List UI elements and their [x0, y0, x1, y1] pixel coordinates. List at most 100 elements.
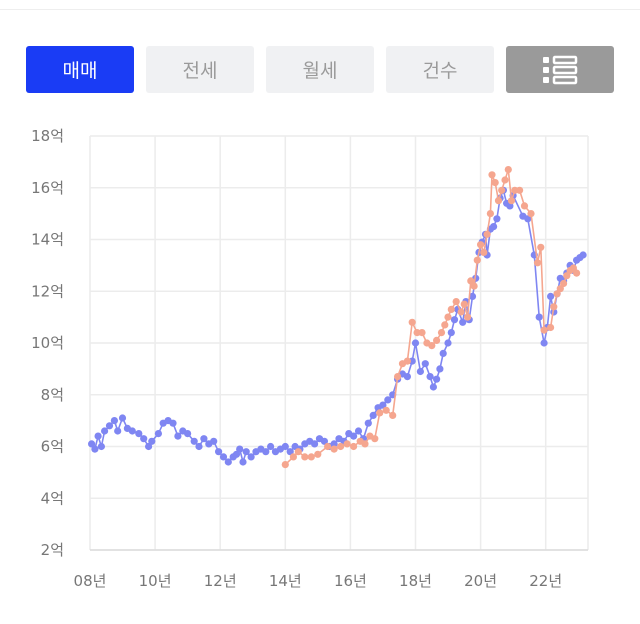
data-point [447, 305, 455, 313]
data-point [371, 435, 379, 443]
y-tick-label: 14억 [31, 231, 64, 249]
tab-transaction-count[interactable]: 건수 [386, 46, 494, 93]
data-point [547, 292, 555, 300]
data-point [480, 248, 488, 256]
y-axis-labels: 2억 4억 6억 8억 10억 12억 14억 16억 18억 [31, 127, 64, 559]
chart-grid [89, 135, 589, 551]
data-point [281, 461, 289, 469]
x-tick-label: 22년 [529, 572, 562, 590]
plot-area [88, 166, 587, 469]
data-point [369, 411, 377, 419]
data-point [547, 323, 555, 332]
data-point [97, 442, 105, 451]
data-point [436, 365, 444, 373]
data-point [494, 197, 503, 205]
data-point [447, 329, 455, 337]
data-point [403, 373, 411, 381]
x-tick-label: 14년 [269, 572, 302, 590]
series-2 [281, 166, 581, 469]
data-point [429, 383, 437, 391]
x-tick-label: 18년 [399, 572, 432, 590]
data-point [433, 336, 441, 344]
data-point [389, 411, 397, 419]
data-point [311, 440, 319, 448]
data-point [473, 256, 481, 264]
data-point [444, 339, 452, 347]
data-point [477, 241, 485, 249]
data-point [364, 419, 372, 427]
data-point [101, 427, 109, 435]
data-point [135, 430, 143, 438]
data-point [376, 409, 384, 417]
top-divider [0, 9, 640, 10]
data-point [468, 292, 477, 300]
data-point [426, 373, 434, 381]
data-point [286, 448, 294, 456]
data-point [498, 186, 506, 194]
data-point [350, 442, 358, 451]
y-tick-label: 6억 [41, 438, 64, 456]
data-point [145, 442, 153, 451]
data-point [464, 313, 472, 321]
tab-jeonse[interactable]: 전세 [146, 46, 254, 93]
data-point [247, 453, 255, 461]
data-point [524, 215, 532, 223]
data-point [140, 435, 148, 443]
data-point [421, 360, 429, 368]
data-point [219, 453, 228, 461]
data-point [324, 442, 332, 451]
data-point [224, 458, 232, 466]
data-point [501, 176, 509, 184]
data-point [330, 445, 338, 453]
data-point [573, 269, 581, 277]
data-point [556, 285, 564, 293]
data-point [457, 308, 465, 316]
data-point [486, 210, 494, 218]
data-point [460, 300, 468, 308]
data-point [281, 442, 289, 451]
data-point [441, 321, 449, 329]
data-point [148, 437, 156, 445]
data-point [239, 458, 247, 466]
data-point [408, 318, 416, 326]
data-point [267, 442, 275, 451]
y-tick-label: 16억 [31, 179, 64, 197]
data-point [403, 357, 411, 365]
data-point [361, 440, 369, 448]
y-tick-label: 10억 [31, 334, 64, 352]
series-1 [88, 186, 587, 466]
price-chart: 2억 4억 6억 8억 10억 12억 14억 16억 18억 08년 10년 12년 14년 16년 1… [31, 127, 589, 590]
data-point [195, 442, 203, 451]
data-point [428, 342, 436, 350]
data-point [533, 259, 542, 267]
tab-sale[interactable]: 매매 [26, 46, 134, 93]
y-tick-label: 8억 [41, 386, 64, 404]
tab-monthly-rent[interactable]: 월세 [266, 46, 374, 93]
list-view-button[interactable] [506, 46, 614, 93]
data-point [467, 277, 475, 285]
y-tick-label: 2억 [41, 541, 64, 559]
data-point [384, 396, 392, 404]
data-point [563, 272, 571, 280]
data-point [416, 367, 424, 376]
data-point [289, 453, 297, 461]
data-point [560, 279, 568, 288]
data-point [535, 313, 543, 321]
tab-bar: 매매 전세 월세 건수 [26, 46, 614, 93]
data-point [350, 432, 358, 440]
data-point [452, 298, 460, 306]
data-point [450, 316, 459, 324]
data-point [439, 349, 447, 357]
data-point [507, 197, 516, 205]
data-point [382, 406, 390, 414]
data-point [540, 339, 548, 347]
data-point [491, 179, 499, 187]
data-point [294, 448, 302, 456]
data-point [490, 223, 498, 231]
data-point [343, 440, 351, 448]
data-point [190, 437, 198, 445]
data-point [579, 251, 587, 259]
x-tick-label: 10년 [139, 572, 172, 590]
data-point [337, 442, 345, 451]
data-point [433, 375, 441, 383]
